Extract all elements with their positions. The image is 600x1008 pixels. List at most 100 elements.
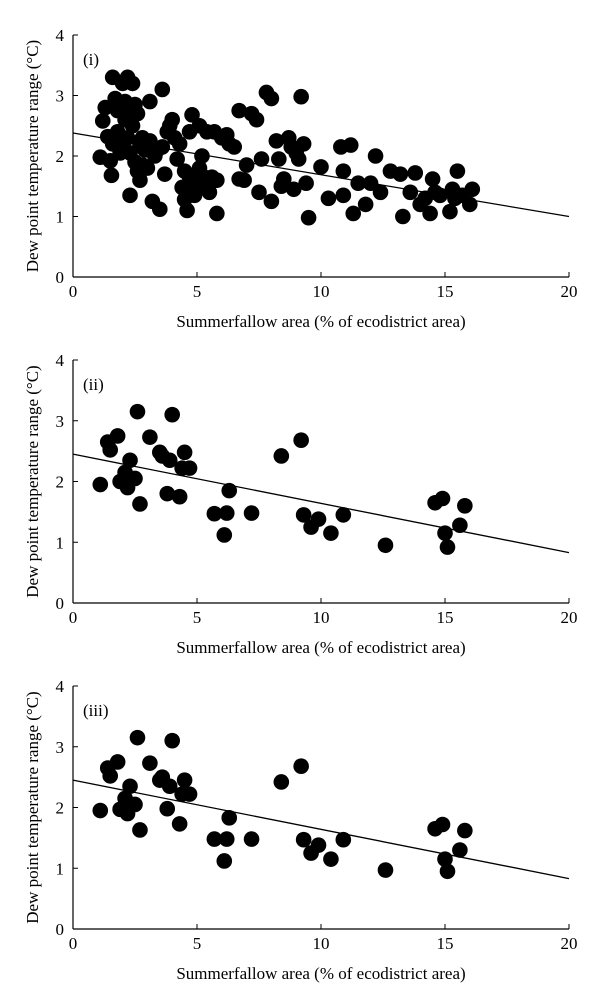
data-point — [92, 802, 109, 819]
data-point — [313, 159, 329, 175]
data-point — [142, 429, 158, 445]
y-tick-label: 1 — [56, 533, 65, 552]
data-point — [92, 476, 109, 493]
data-point — [127, 796, 143, 813]
data-point — [335, 507, 352, 523]
data-point — [102, 442, 118, 458]
x-tick-label: 20 — [561, 282, 578, 301]
data-point — [142, 93, 158, 110]
x-tick-label: 20 — [561, 608, 578, 627]
data-point — [129, 105, 146, 122]
data-point — [164, 732, 180, 749]
data-point — [156, 166, 173, 182]
regression-line — [72, 453, 570, 554]
data-point — [218, 505, 235, 521]
data-point — [293, 758, 309, 774]
y-axis-label: Dew point temperature range (°C) — [23, 365, 42, 597]
data-point — [181, 460, 198, 476]
data-point — [132, 822, 148, 838]
data-point — [194, 148, 210, 164]
x-tick-label: 10 — [313, 934, 330, 953]
data-point — [201, 184, 218, 201]
data-point — [457, 498, 473, 514]
data-point — [402, 184, 419, 201]
chart-panel-3: 0 5 10 15 20 0 1 2 3 4 Summerfallow area (% of eco… — [23, 677, 578, 983]
data-point — [171, 136, 188, 152]
data-point — [295, 136, 312, 152]
x-axis-label: Summerfallow area (% of ecodistrict area… — [176, 638, 465, 657]
data-point — [449, 163, 466, 179]
data-point — [206, 831, 223, 847]
data-point — [154, 139, 171, 155]
data-point — [161, 778, 178, 795]
data-point — [221, 810, 238, 826]
data-point — [124, 75, 141, 92]
data-point — [154, 81, 171, 98]
data-point — [132, 172, 148, 188]
data-point — [236, 172, 252, 188]
y-tick-label: 2 — [56, 147, 65, 166]
data-point — [186, 187, 203, 204]
data-point — [263, 90, 280, 107]
y-axis-label: Dew point temperature range (°C) — [23, 691, 42, 923]
data-point — [169, 151, 185, 167]
y-tick-label: 4 — [56, 351, 65, 370]
data-point — [263, 193, 280, 210]
y-axis-label: Dew point temperature range (°C) — [23, 40, 42, 272]
data-point — [335, 163, 352, 179]
y-tick-label: 3 — [56, 738, 65, 757]
data-point — [452, 842, 468, 858]
data-point — [176, 444, 193, 461]
data-point — [221, 482, 238, 499]
data-point — [342, 137, 359, 153]
data-point — [424, 171, 441, 187]
data-point — [323, 851, 339, 867]
data-point — [102, 768, 118, 784]
data-point — [164, 406, 180, 423]
data-point — [103, 167, 120, 184]
x-tick-label: 5 — [193, 934, 202, 953]
data-point — [243, 831, 260, 847]
x-tick-label: 5 — [193, 282, 202, 301]
data-point — [295, 507, 312, 523]
data-point — [357, 196, 374, 213]
data-point — [268, 133, 285, 149]
x-tick-label: 15 — [437, 608, 454, 627]
x-tick-label: 15 — [437, 934, 454, 953]
data-point — [434, 816, 451, 833]
data-point — [293, 432, 309, 448]
data-point — [142, 755, 158, 771]
y-tick-label: 4 — [56, 677, 65, 696]
panel-label: (iii) — [83, 701, 109, 720]
data-point — [300, 209, 317, 226]
data-point — [238, 157, 255, 173]
data-point — [290, 151, 307, 167]
data-point — [129, 729, 146, 746]
data-point — [94, 113, 111, 129]
chart-panel-1: 0 5 10 15 20 0 1 2 3 4 Summerfallow area (% of eco… — [23, 26, 578, 331]
data-point — [335, 831, 352, 848]
data-point — [124, 117, 141, 134]
data-point — [164, 111, 180, 128]
y-tick-label: 0 — [56, 594, 65, 613]
data-point — [176, 772, 193, 788]
data-point — [271, 151, 287, 167]
data-point — [159, 800, 176, 817]
data-point — [231, 102, 247, 119]
y-tick-label: 1 — [56, 859, 65, 878]
data-point — [139, 160, 156, 176]
data-point — [464, 181, 481, 198]
data-point — [434, 490, 451, 507]
data-point — [276, 171, 292, 187]
y-tick-label: 2 — [56, 799, 65, 818]
data-point — [285, 181, 302, 198]
data-point — [442, 203, 458, 220]
y-tick-label: 0 — [56, 920, 65, 939]
x-tick-label: 20 — [561, 934, 578, 953]
data-point — [377, 537, 394, 554]
data-point — [171, 488, 188, 505]
data-point — [181, 786, 198, 802]
data-point — [367, 148, 384, 164]
data-point — [109, 428, 126, 444]
data-point — [372, 184, 389, 201]
